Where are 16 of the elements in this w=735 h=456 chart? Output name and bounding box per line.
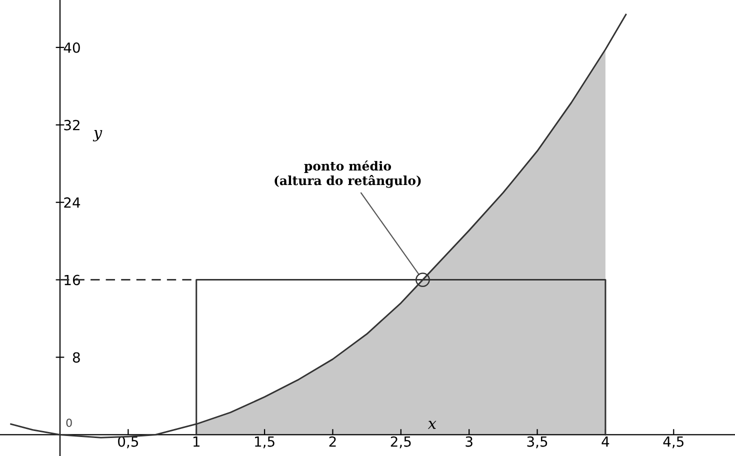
x-tick-label: 4 — [602, 436, 610, 447]
y-axis-title: y — [92, 130, 102, 142]
annotation: ponto médio (altura do retângulo) — [274, 160, 421, 188]
x-tick-label: 1 — [193, 436, 200, 447]
x-tick-label: 3 — [466, 436, 472, 447]
x-tick-label: 2,5 — [390, 436, 411, 448]
y-tick-label: 32 — [64, 120, 80, 130]
x-tick-label: 3,5 — [527, 436, 548, 448]
y-tick-label: 8 — [72, 352, 80, 363]
x-axis-title: x — [428, 420, 436, 429]
y-tick-label: 40 — [64, 42, 80, 53]
x-tick-label: 1,5 — [255, 436, 274, 448]
annotation: 0 — [66, 418, 72, 427]
x-tick-label: 2 — [329, 436, 336, 447]
y-tick-label: 24 — [64, 197, 80, 208]
x-tick-label: 4,5 — [663, 436, 684, 448]
